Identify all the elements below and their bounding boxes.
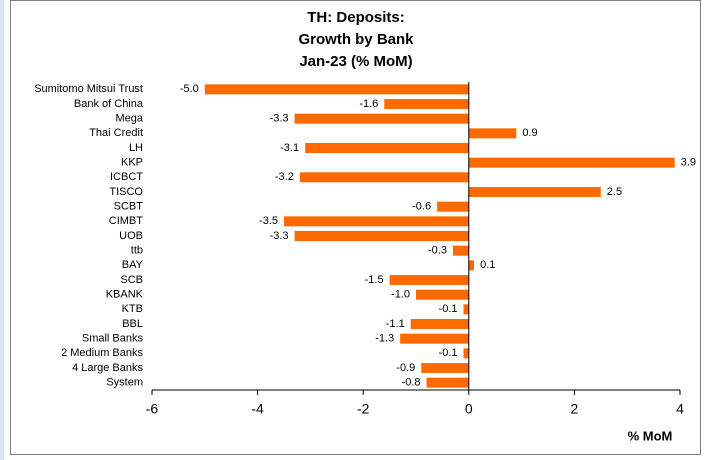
chart-title: Growth by Bank bbox=[298, 31, 414, 48]
y-tick-label: LH bbox=[129, 142, 143, 154]
bar bbox=[426, 377, 469, 388]
x-tick-label: 2 bbox=[571, 401, 579, 417]
x-tick-label: -2 bbox=[357, 401, 370, 417]
data-label: -1.5 bbox=[365, 274, 384, 286]
y-tick-label: ICBCT bbox=[110, 171, 143, 183]
data-label: -3.1 bbox=[280, 142, 299, 154]
y-tick-label: Mega bbox=[115, 113, 143, 125]
bar bbox=[389, 275, 469, 285]
y-tick-label: UOB bbox=[119, 230, 143, 242]
bar bbox=[284, 216, 469, 227]
data-label: -0.8 bbox=[402, 377, 421, 389]
x-axis-label: % MoM bbox=[628, 428, 673, 443]
y-tick-label: TISCO bbox=[109, 186, 143, 198]
bar bbox=[468, 128, 517, 139]
data-label: -0.6 bbox=[412, 201, 431, 213]
data-label: 0.1 bbox=[480, 259, 495, 271]
y-tick-label: SCBT bbox=[114, 201, 144, 213]
data-label: -1.1 bbox=[386, 318, 405, 330]
y-tick-label: 4 Large Banks bbox=[72, 362, 143, 374]
y-tick-label: BBL bbox=[122, 318, 143, 330]
y-tick-label: System bbox=[106, 377, 143, 389]
data-label: -0.1 bbox=[439, 347, 458, 359]
data-label: 2.5 bbox=[607, 186, 622, 198]
y-tick-label: Small Banks bbox=[82, 333, 144, 345]
bar bbox=[421, 363, 469, 373]
bar bbox=[294, 231, 469, 241]
y-tick-label: KTB bbox=[122, 303, 143, 315]
y-tick-label: Bank of China bbox=[74, 98, 144, 110]
chart-title: TH: Deposits: bbox=[307, 9, 405, 26]
data-label: 3.9 bbox=[681, 157, 696, 169]
bar bbox=[468, 157, 675, 168]
bar bbox=[204, 84, 469, 95]
data-label: -3.2 bbox=[275, 171, 294, 183]
y-tick-label: BAY bbox=[122, 259, 144, 271]
data-label: -1.3 bbox=[375, 333, 394, 345]
data-label: -1.0 bbox=[391, 289, 410, 301]
bar bbox=[410, 319, 469, 329]
y-tick-label: ttb bbox=[131, 245, 143, 257]
x-tick-label: -4 bbox=[251, 401, 264, 417]
chart-frame bbox=[10, 0, 701, 455]
bar bbox=[305, 143, 469, 153]
y-tick-label: SCB bbox=[120, 274, 143, 286]
data-label: -0.3 bbox=[428, 245, 447, 257]
bar bbox=[468, 260, 475, 271]
y-tick-label: 2 Medium Banks bbox=[61, 347, 143, 359]
data-label: -3.5 bbox=[259, 215, 278, 227]
bar bbox=[437, 201, 469, 212]
side-strip bbox=[0, 0, 4, 460]
x-tick-label: 4 bbox=[676, 401, 684, 417]
bar bbox=[294, 113, 469, 124]
bar bbox=[452, 245, 469, 256]
y-tick-label: CIMBT bbox=[109, 215, 144, 227]
data-label: -0.1 bbox=[439, 303, 458, 315]
y-tick-label: Thai Credit bbox=[89, 127, 143, 139]
chart-title: Jan-23 (% MoM) bbox=[299, 53, 412, 70]
y-tick-label: KBANK bbox=[106, 289, 144, 301]
data-label: -1.6 bbox=[359, 98, 378, 110]
bar bbox=[400, 333, 469, 344]
bar bbox=[463, 304, 469, 315]
x-tick-label: -6 bbox=[146, 401, 159, 417]
y-tick-label: Sumitomo Mitsui Trust bbox=[34, 83, 143, 95]
bar bbox=[299, 172, 469, 183]
bar bbox=[468, 187, 601, 197]
bar bbox=[416, 289, 469, 300]
data-label: -0.9 bbox=[396, 362, 415, 374]
data-label: 0.9 bbox=[522, 127, 537, 139]
bar bbox=[384, 99, 469, 109]
x-tick-label: 0 bbox=[465, 401, 473, 417]
data-label: -5.0 bbox=[180, 83, 199, 95]
data-label: -3.3 bbox=[270, 230, 289, 242]
data-label: -3.3 bbox=[270, 113, 289, 125]
y-tick-label: KKP bbox=[121, 157, 143, 169]
bar bbox=[463, 348, 469, 359]
